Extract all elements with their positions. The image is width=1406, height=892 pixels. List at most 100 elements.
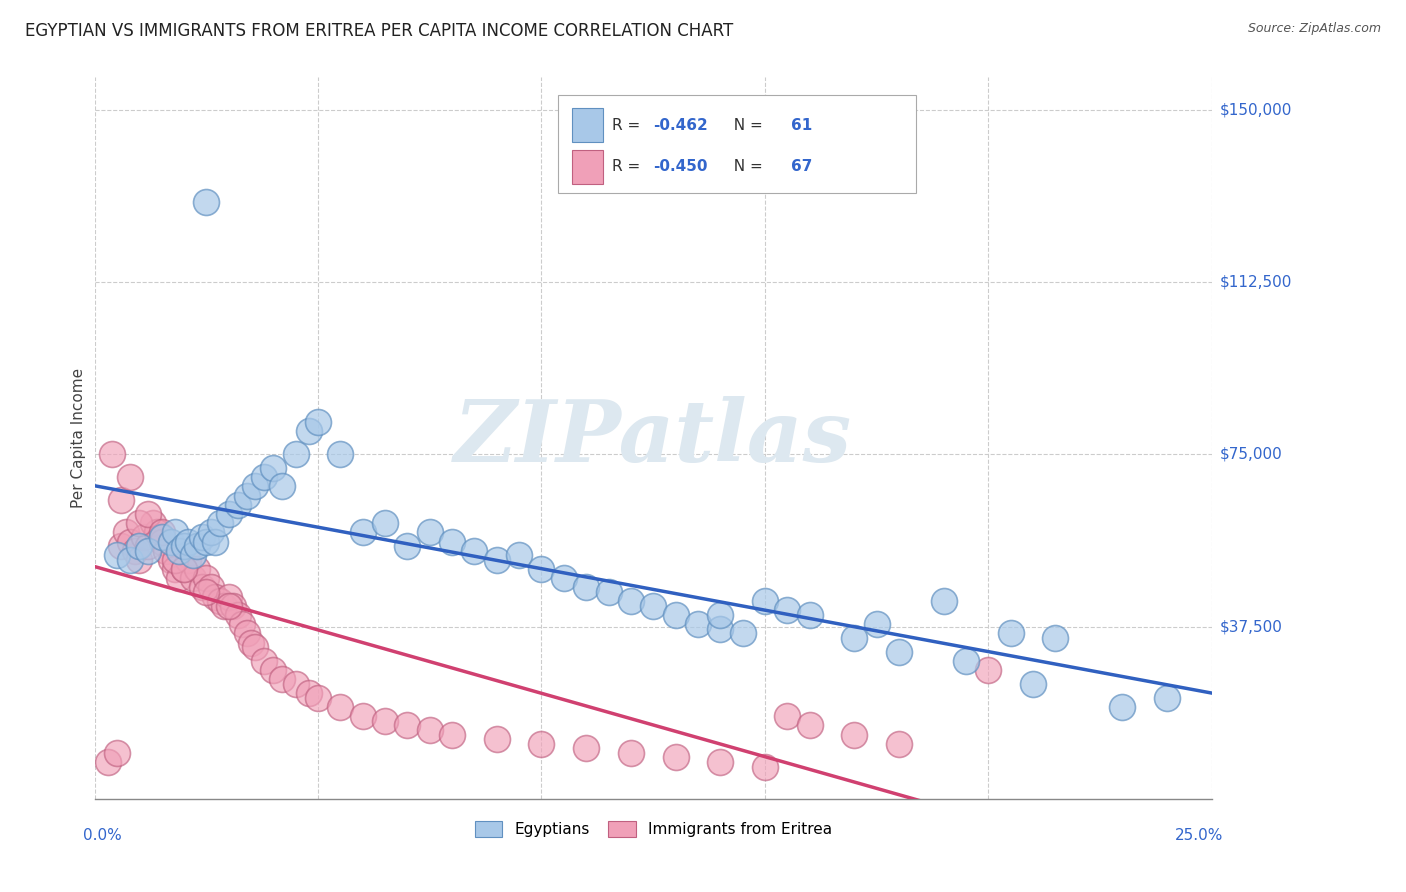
Point	[776, 603, 799, 617]
Point	[218, 590, 240, 604]
Point	[191, 581, 214, 595]
Point	[195, 534, 218, 549]
Point	[226, 608, 249, 623]
Point	[887, 737, 910, 751]
Point	[105, 746, 128, 760]
Text: $150,000: $150,000	[1220, 102, 1292, 117]
Point	[396, 718, 419, 732]
Point	[218, 599, 240, 613]
Point	[844, 631, 866, 645]
Point	[262, 663, 284, 677]
Point	[271, 479, 294, 493]
Point	[620, 594, 643, 608]
Point	[235, 489, 257, 503]
Point	[163, 562, 186, 576]
Point	[212, 599, 235, 613]
Point	[245, 640, 267, 655]
Point	[620, 746, 643, 760]
Point	[709, 755, 731, 769]
Point	[128, 553, 150, 567]
Point	[195, 571, 218, 585]
Point	[955, 654, 977, 668]
Point	[128, 539, 150, 553]
Point	[181, 549, 204, 563]
Text: 61: 61	[790, 118, 811, 133]
Text: $75,000: $75,000	[1220, 447, 1282, 462]
Point	[664, 750, 686, 764]
Point	[307, 415, 329, 429]
Point	[329, 700, 352, 714]
Point	[754, 760, 776, 774]
Point	[485, 553, 508, 567]
Text: EGYPTIAN VS IMMIGRANTS FROM ERITREA PER CAPITA INCOME CORRELATION CHART: EGYPTIAN VS IMMIGRANTS FROM ERITREA PER …	[25, 22, 734, 40]
Point	[235, 626, 257, 640]
Point	[120, 534, 142, 549]
Point	[115, 525, 138, 540]
Point	[271, 673, 294, 687]
Point	[329, 447, 352, 461]
Text: -0.462: -0.462	[654, 118, 709, 133]
Text: R =: R =	[612, 160, 645, 175]
Point	[485, 732, 508, 747]
Point	[284, 677, 307, 691]
Point	[120, 553, 142, 567]
Point	[204, 590, 226, 604]
FancyBboxPatch shape	[572, 150, 603, 185]
Text: N =: N =	[724, 118, 768, 133]
Point	[253, 470, 276, 484]
Point	[866, 617, 889, 632]
Text: N =: N =	[724, 160, 768, 175]
Text: -0.450: -0.450	[654, 160, 707, 175]
Point	[191, 530, 214, 544]
Text: 67: 67	[790, 160, 813, 175]
Point	[200, 525, 222, 540]
Point	[1000, 626, 1022, 640]
Point	[374, 714, 396, 728]
Point	[419, 723, 441, 737]
Point	[177, 553, 200, 567]
Point	[240, 635, 263, 649]
Point	[844, 727, 866, 741]
Point	[463, 543, 485, 558]
Point	[110, 493, 132, 508]
Point	[97, 755, 120, 769]
Text: 25.0%: 25.0%	[1174, 828, 1223, 843]
Point	[307, 690, 329, 705]
Point	[253, 654, 276, 668]
Point	[159, 553, 181, 567]
Point	[419, 525, 441, 540]
Point	[530, 562, 553, 576]
Point	[352, 525, 374, 540]
Point	[177, 534, 200, 549]
Point	[159, 534, 181, 549]
Point	[932, 594, 955, 608]
Point	[195, 585, 218, 599]
Point	[155, 543, 177, 558]
Point	[709, 622, 731, 636]
Point	[218, 507, 240, 521]
Point	[222, 599, 245, 613]
Point	[150, 534, 173, 549]
Point	[186, 539, 208, 553]
Point	[298, 686, 321, 700]
Point	[887, 645, 910, 659]
Point	[1111, 700, 1133, 714]
Point	[1045, 631, 1067, 645]
Point	[226, 498, 249, 512]
Point	[146, 525, 169, 540]
Point	[204, 534, 226, 549]
Point	[664, 608, 686, 623]
Point	[132, 530, 155, 544]
Point	[173, 539, 195, 553]
Point	[530, 737, 553, 751]
Point	[142, 516, 165, 530]
Point	[120, 470, 142, 484]
Point	[575, 741, 598, 756]
Point	[799, 718, 821, 732]
Point	[169, 543, 191, 558]
Point	[195, 194, 218, 209]
Point	[163, 525, 186, 540]
Legend: Egyptians, Immigrants from Eritrea: Egyptians, Immigrants from Eritrea	[470, 816, 837, 842]
Point	[245, 479, 267, 493]
Point	[284, 447, 307, 461]
